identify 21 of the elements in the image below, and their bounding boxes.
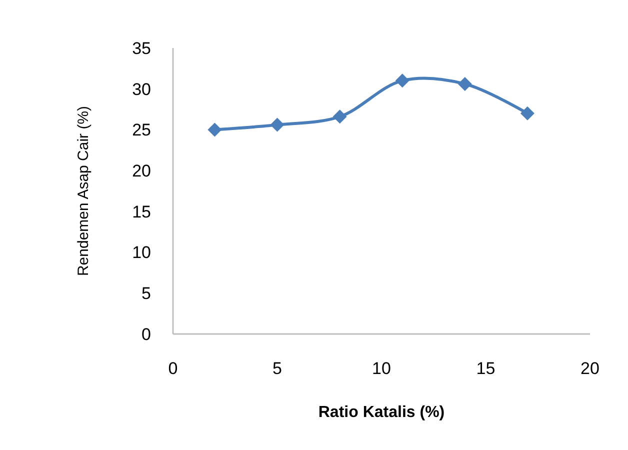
- x-tick-label: 10: [372, 359, 391, 378]
- x-tick-label: 5: [272, 359, 282, 378]
- y-tick-label: 25: [132, 120, 151, 140]
- x-tick-label: 20: [580, 359, 600, 378]
- y-tick-label: 0: [142, 324, 151, 344]
- y-tick-label: 10: [132, 243, 151, 262]
- y-tick-label: 30: [132, 80, 151, 99]
- x-tick-label: 0: [168, 359, 178, 378]
- x-axis-title: Ratio Katalis (%): [318, 404, 445, 421]
- point: [458, 76, 472, 91]
- y-axis-title: Rendemen Asap Cair (%): [75, 106, 92, 276]
- x-tick-label: 15: [476, 359, 496, 378]
- point: [208, 122, 222, 137]
- point: [395, 74, 410, 88]
- point: [520, 106, 534, 120]
- y-tick-label: 20: [132, 162, 151, 181]
- y-tick-label: 35: [132, 38, 151, 58]
- point: [332, 110, 347, 124]
- y-tick-label: 5: [142, 284, 151, 304]
- y-tick-label: 15: [132, 202, 151, 222]
- point: [270, 118, 284, 132]
